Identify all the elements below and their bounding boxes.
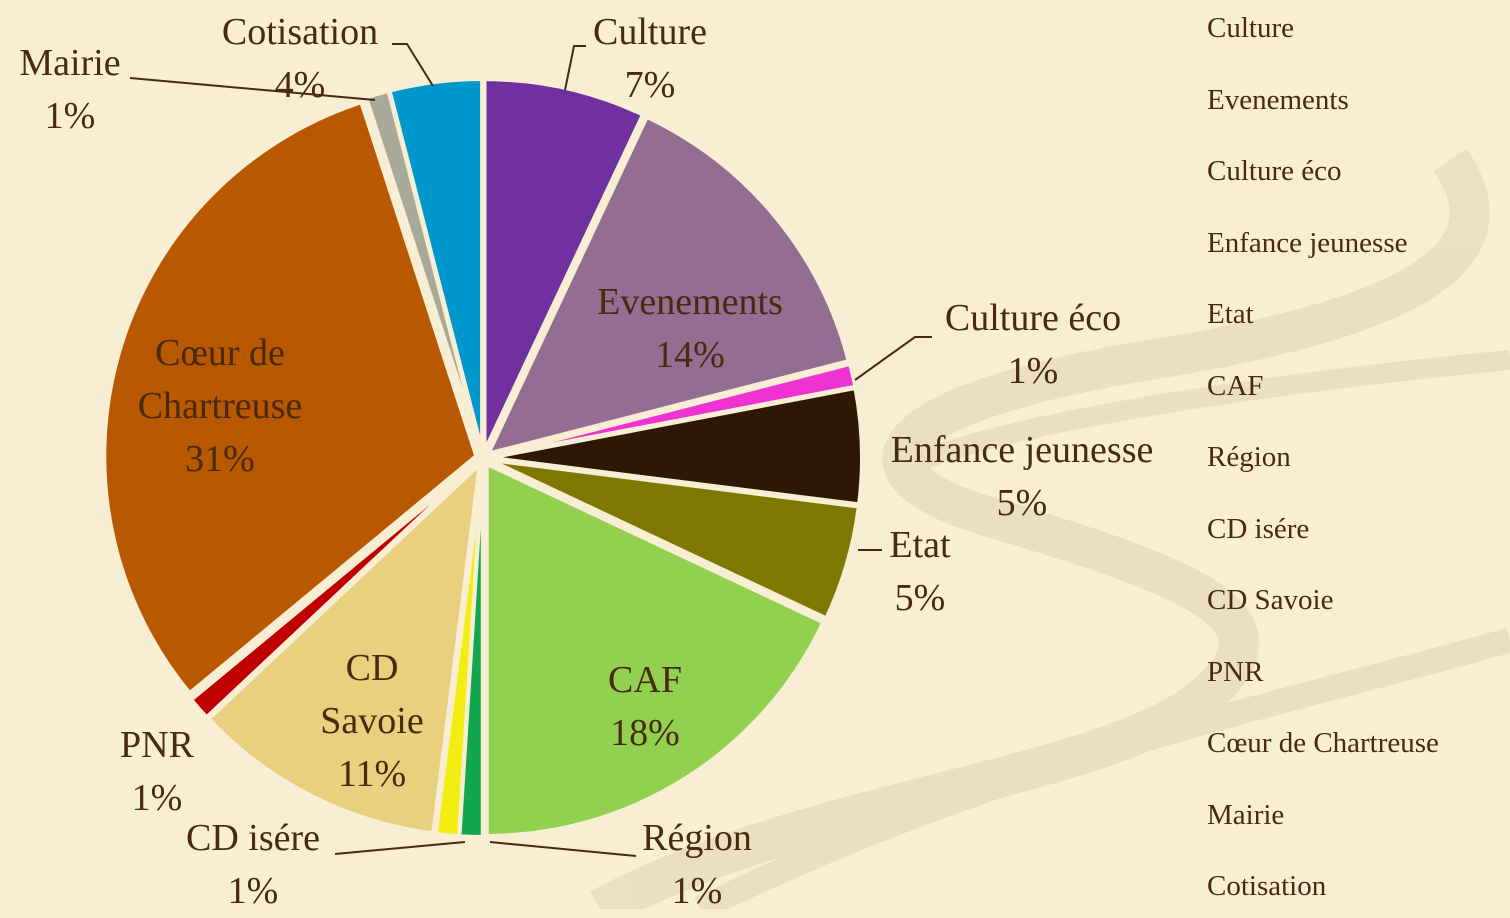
legend-label: Cœur de Chartreuse [1207, 727, 1439, 759]
slice-label-value: 18% [610, 712, 680, 754]
slice-label-value: 4% [274, 64, 326, 106]
slice-label: Région 1% [642, 812, 752, 918]
slice-label-name: CD Savoie [320, 647, 424, 742]
leader-line [334, 841, 466, 855]
slice-label-value: 1% [131, 777, 183, 819]
pie-slice [189, 460, 480, 720]
slice-label-name: Mairie [19, 42, 121, 84]
leader-line [392, 43, 434, 87]
slice-label: Cœur de Chartreuse 31% [105, 327, 335, 486]
legend-entry: PNR [1207, 656, 1263, 689]
legend-label: Evenements [1207, 83, 1349, 116]
slice-label-value: 5% [996, 482, 1048, 524]
slice-label-value: 1% [1007, 350, 1059, 392]
slice-label-name: Culture [593, 11, 707, 53]
pie-slice [433, 462, 485, 839]
pie-slice [486, 114, 851, 456]
slice-label-name: Enfance jeunesse [890, 429, 1154, 471]
legend-entry: CD Savoie [1207, 584, 1333, 617]
slice-label: Enfance jeunesse 5% [891, 424, 1154, 530]
legend-entry: Evenements [1207, 84, 1349, 117]
slice-label: Mairie 1% [19, 37, 120, 143]
slice-label: Etat 5% [889, 519, 950, 625]
pie-slice [387, 77, 485, 454]
slice-label-value: 14% [655, 334, 725, 376]
slice-label: PNR 1% [120, 719, 194, 825]
legend-entry: Cotisation [1207, 870, 1326, 903]
legend-label: Région [1207, 441, 1291, 473]
legend-entry: Culture éco [1207, 155, 1341, 188]
legend-label: Enfance jeunesse [1207, 226, 1408, 259]
slice-label-name: Région [642, 817, 752, 859]
slice-label: CD Savoie 11% [307, 642, 437, 801]
slice-label-name: Cœur de Chartreuse [137, 332, 303, 427]
pie-slice [487, 386, 864, 507]
slice-label: CAF 18% [608, 654, 682, 760]
slice-label-name: CAF [608, 659, 682, 701]
slice-label-name: Cotisation [221, 11, 379, 53]
leader-line [854, 336, 932, 381]
legend-label: PNR [1207, 655, 1264, 688]
slice-label-value: 11% [337, 753, 407, 795]
slice-label: CD isére 1% [186, 812, 320, 918]
slice-label-value: 31% [185, 438, 255, 480]
slice-label-name: CD isére [185, 817, 321, 859]
leader-line [489, 841, 637, 857]
leader-line [129, 77, 376, 101]
legend-entry: Mairie [1207, 799, 1284, 832]
legend-label: Culture éco [1207, 155, 1342, 187]
slice-label-name: PNR [120, 724, 194, 766]
legend-entry: Etat [1207, 298, 1254, 331]
pie-slice [487, 457, 861, 621]
legend-label: CD Savoie [1207, 584, 1334, 616]
legend-label: Etat [1207, 298, 1254, 330]
slice-label: Evenements 14% [597, 276, 783, 382]
slice-label-value: 1% [44, 95, 96, 137]
slice-label-name: Etat [889, 524, 951, 566]
leader-line [564, 45, 586, 91]
slice-label-value: 7% [624, 64, 676, 106]
slice-label-name: Culture éco [944, 297, 1122, 339]
legend-label: CAF [1207, 369, 1264, 402]
legend-label: Cotisation [1207, 870, 1327, 902]
slice-label-value: 1% [671, 870, 723, 912]
slice-label: Cotisation 4% [222, 6, 378, 112]
legend-label: CD isére [1207, 512, 1310, 545]
legend-entry: Cœur de Chartreuse [1207, 727, 1439, 760]
legend-entry: CAF [1207, 370, 1263, 403]
legend-label: Culture [1207, 12, 1294, 44]
legend-entry: CD isére [1207, 513, 1309, 546]
slice-label-value: 1% [227, 870, 279, 912]
legend-label: Mairie [1207, 798, 1285, 831]
slice-label-value: 5% [894, 577, 946, 619]
legend-entry: Région [1207, 441, 1291, 474]
pie-slice [102, 100, 479, 696]
background-decoration [590, 148, 1510, 909]
slice-label: Culture 7% [593, 6, 707, 112]
pie-slice [206, 462, 482, 836]
pie-slice [484, 461, 826, 838]
slice-label-name: Evenements [597, 281, 783, 323]
legend-entry: Culture [1207, 12, 1294, 45]
legend-entry: Enfance jeunesse [1207, 227, 1407, 260]
slice-label: Culture éco 1% [945, 292, 1121, 398]
